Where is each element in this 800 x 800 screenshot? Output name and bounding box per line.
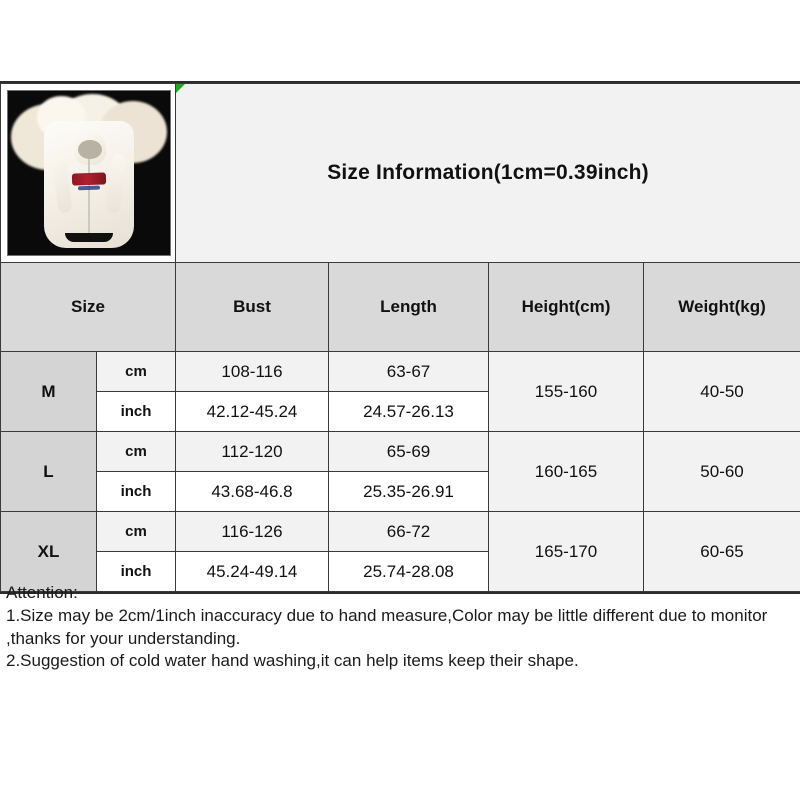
attention-block: Attention: 1.Size may be 2cm/1inch inacc…	[0, 578, 800, 673]
attention-note-2: 2.Suggestion of cold water hand washing,…	[6, 651, 579, 671]
size-label-m: M	[0, 351, 97, 432]
column-header-bust: Bust	[175, 262, 329, 352]
table-row: inch 42.12-45.24 24.57-26.13	[1, 391, 800, 432]
chart-title-cell: Size Information(1cm=0.39inch)	[174, 83, 800, 263]
table-row: M cm 108-116 63-67 155-160 40-50	[0, 351, 800, 432]
bust-inch-l: 43.68-46.8	[175, 471, 329, 512]
product-photo-cell	[0, 83, 176, 263]
bust-cm-m: 108-116	[175, 351, 329, 392]
size-label-l: L	[0, 431, 97, 512]
hoodie-graphic-print	[71, 172, 107, 186]
bust-inch-m: 42.12-45.24	[175, 391, 329, 432]
unit-label-cm: cm	[96, 351, 176, 392]
weight-m: 40-50	[642, 351, 800, 432]
product-photo	[7, 90, 171, 256]
attention-heading: Attention:	[6, 583, 78, 602]
length-inch-l: 25.35-26.91	[328, 471, 489, 512]
size-label-xl: XL	[0, 511, 97, 592]
weight-l: 50-60	[642, 431, 800, 512]
bust-inch-xl: 45.24-49.14	[175, 551, 329, 592]
length-cm-l: 65-69	[328, 431, 489, 472]
title-row: Size Information(1cm=0.39inch)	[0, 83, 800, 263]
table-row: inch 45.24-49.14 25.74-28.08	[1, 551, 800, 592]
weight-xl: 60-65	[642, 511, 800, 592]
length-cm-m: 63-67	[328, 351, 489, 392]
column-header-length: Length	[328, 262, 489, 352]
hoodie-graphic-subtext	[78, 185, 100, 191]
bust-cm-xl: 116-126	[175, 511, 329, 552]
size-chart-table-container: Size Information(1cm=0.39inch) Size Bust…	[0, 81, 800, 594]
hoodie-hood-opening	[78, 139, 102, 159]
height-xl: 165-170	[488, 511, 644, 592]
unit-label-inch: inch	[96, 551, 176, 592]
table-header-row: Size Bust Length Height(cm) Weight(kg)	[0, 262, 800, 352]
bust-cm-l: 112-120	[175, 431, 329, 472]
green-corner-flag-icon	[176, 84, 185, 93]
chart-title: Size Information(1cm=0.39inch)	[327, 161, 649, 184]
attention-note-1: 1.Size may be 2cm/1inch inaccuracy due t…	[6, 605, 768, 648]
hoodie-body	[43, 120, 135, 249]
hoodie-sleeve-right	[105, 153, 127, 214]
hoodie-zipper	[88, 158, 90, 236]
size-information-table: Size Information(1cm=0.39inch) Size Bust…	[0, 83, 800, 592]
unit-label-inch: inch	[96, 391, 176, 432]
table-row: L cm 112-120 65-69 160-165 50-60	[0, 431, 800, 512]
column-header-height: Height(cm)	[488, 262, 644, 352]
height-l: 160-165	[488, 431, 644, 512]
length-inch-m: 24.57-26.13	[328, 391, 489, 432]
column-header-weight: Weight(kg)	[642, 262, 800, 352]
hoodie-hem	[65, 233, 113, 243]
length-cm-xl: 66-72	[328, 511, 489, 552]
unit-label-cm: cm	[96, 511, 176, 552]
unit-label-inch: inch	[96, 471, 176, 512]
table-row: inch 43.68-46.8 25.35-26.91	[1, 471, 800, 512]
hoodie-sleeve-left	[51, 153, 73, 214]
length-inch-xl: 25.74-28.08	[328, 551, 489, 592]
column-header-size: Size	[0, 262, 176, 352]
table-row: XL cm 116-126 66-72 165-170 60-65	[0, 511, 800, 592]
height-m: 155-160	[488, 351, 644, 432]
unit-label-cm: cm	[96, 431, 176, 472]
